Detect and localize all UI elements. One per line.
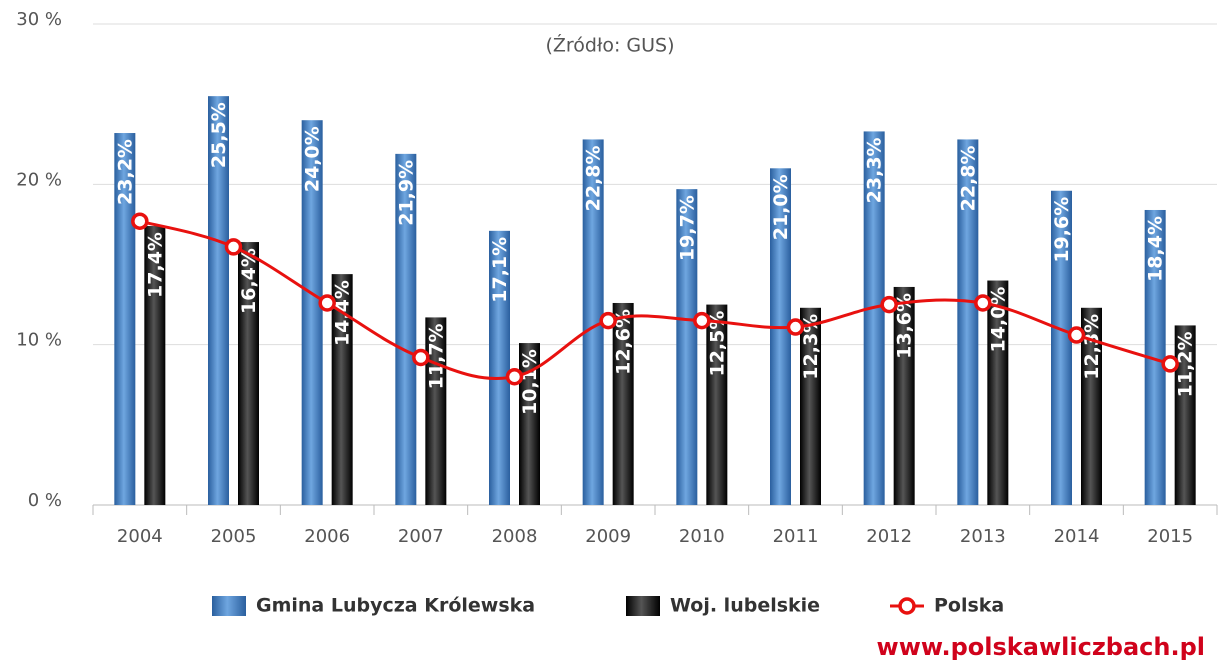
x-tick-label: 2005 [211,526,257,547]
bar [800,307,821,505]
marker [412,348,430,367]
bar [1144,209,1166,505]
bar [987,280,1009,505]
value-label: 10,1% [519,349,541,415]
bar [489,230,510,505]
x-tick-label: 2006 [304,526,350,547]
bar [582,139,604,505]
x-tick-label: 2015 [1147,526,1193,547]
legend-label: Gmina Lubycza Królewska [256,595,535,617]
marker [693,311,711,330]
bar [114,133,136,505]
marker [974,294,992,312]
bar [238,242,259,505]
x-tick-label: 2011 [773,526,819,547]
x-tick-label: 2012 [866,526,912,547]
value-label: 23,2% [114,139,136,205]
value-label: 11,7% [425,323,447,389]
value-label: 22,8% [957,145,979,211]
x-tick-label: 2010 [679,526,725,547]
y-tick-label: 20 % [16,169,62,190]
x-tick-label: 2004 [117,526,163,547]
marker [599,311,617,330]
bar [208,96,229,506]
value-label: 12,3% [800,314,822,380]
value-label: 17,4% [144,232,166,298]
marker [880,295,898,314]
bar [395,153,417,505]
value-label: 18,4% [1145,216,1167,282]
marker [1161,355,1179,373]
bar [863,131,885,505]
legend-label: Woj. lubelskie [670,595,820,617]
marker [131,212,149,230]
legend-swatch [212,596,246,616]
bar [706,304,728,505]
x-tick-label: 2008 [492,526,538,547]
value-label: 12,3% [1081,314,1103,380]
bar [519,343,540,505]
value-label: 23,3% [864,137,886,203]
bar [676,189,698,506]
legend-swatch [626,596,660,616]
marker [1067,326,1086,344]
value-label: 12,6% [613,309,635,375]
marker [318,294,336,312]
value-label: 22,8% [583,145,605,211]
value-label: 21,9% [395,160,417,226]
value-label: 14,0% [987,287,1009,353]
bar [1174,325,1196,505]
value-label: 11,2% [1175,331,1197,397]
value-label: 25,5% [208,102,230,168]
bar [770,168,791,506]
marker [224,238,243,256]
x-tick-label: 2007 [398,526,444,547]
bar [612,302,634,505]
value-label: 16,4% [238,248,260,314]
value-label: 17,1% [489,237,511,303]
bar [893,286,915,505]
value-label: 19,7% [676,195,698,261]
line [139,219,1171,381]
marker [505,367,524,386]
value-label: 24,0% [302,126,324,192]
bar [1081,307,1102,505]
bar [301,120,323,505]
bar [144,226,166,505]
x-tick-label: 2014 [1054,526,1100,547]
subtitle: (Źródło: GUS) [545,34,674,57]
watermark: www.polskawliczbach.pl [877,633,1205,661]
x-tick-label: 2013 [960,526,1006,547]
y-tick-label: 0 % [28,490,62,511]
value-label: 21,0% [770,174,792,240]
marker [786,318,805,336]
value-label: 19,6% [1051,197,1073,263]
bar [331,274,353,505]
bar [957,139,979,505]
bar [1051,190,1072,505]
y-tick-label: 30 % [16,9,62,30]
x-tick-label: 2009 [585,526,631,547]
y-tick-label: 10 % [16,330,62,351]
legend-swatch [898,597,916,615]
legend-label: Polska [934,595,1004,617]
value-label: 13,6% [894,293,916,359]
value-label: 12,5% [706,311,728,377]
